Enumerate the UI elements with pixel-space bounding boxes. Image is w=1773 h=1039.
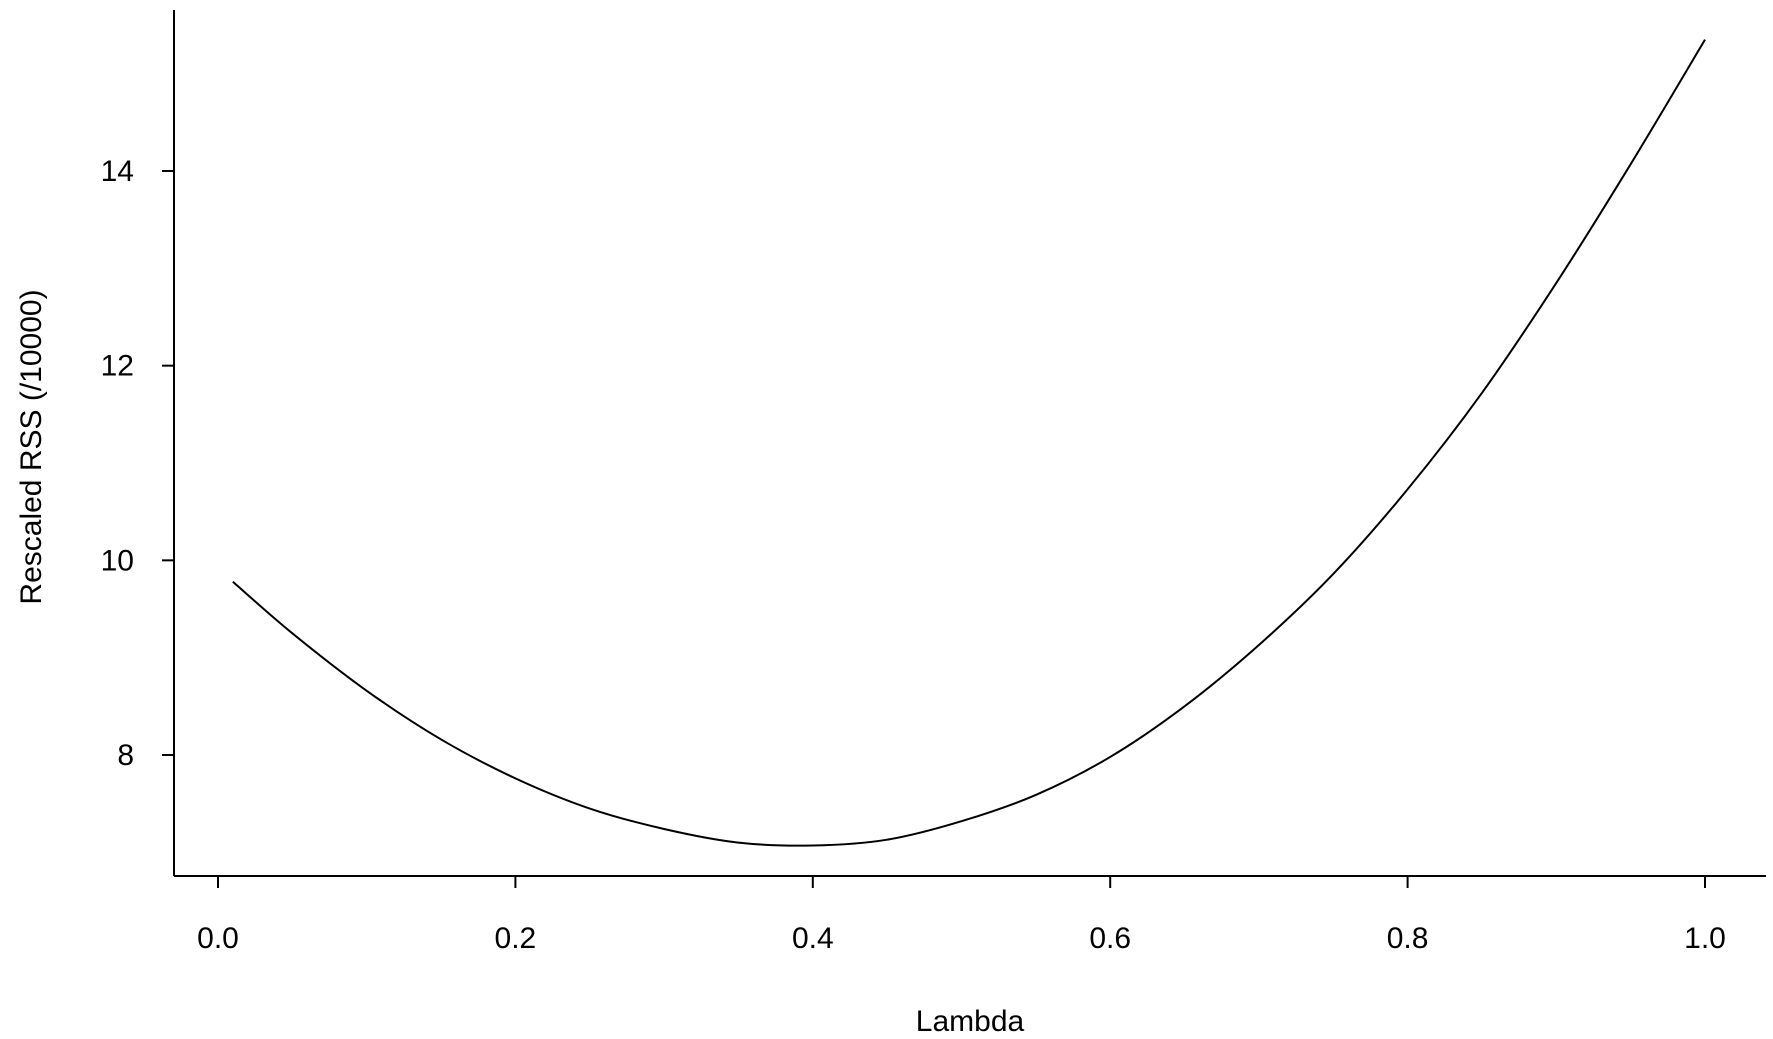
y-tick-label: 10 [101, 544, 134, 577]
x-tick-label: 0.6 [1089, 922, 1131, 955]
x-axis-ticks: 0.0 0.2 0.4 0.6 0.8 1.0 [197, 876, 1726, 955]
y-tick-label: 8 [117, 739, 134, 772]
y-axis-ticks: 8 10 12 14 [101, 155, 174, 772]
y-tick-label: 12 [101, 350, 134, 383]
x-tick-label: 1.0 [1684, 922, 1726, 955]
x-tick-label: 0.8 [1387, 922, 1429, 955]
x-tick-label: 0.2 [495, 922, 537, 955]
y-axis-title: Rescaled RSS (/10000) [15, 289, 48, 604]
x-tick-label: 0.4 [792, 922, 834, 955]
rss-curve [232, 39, 1706, 847]
y-tick-label: 14 [101, 155, 134, 188]
x-axis-title: Lambda [916, 1005, 1025, 1038]
x-tick-label: 0.0 [197, 922, 239, 955]
